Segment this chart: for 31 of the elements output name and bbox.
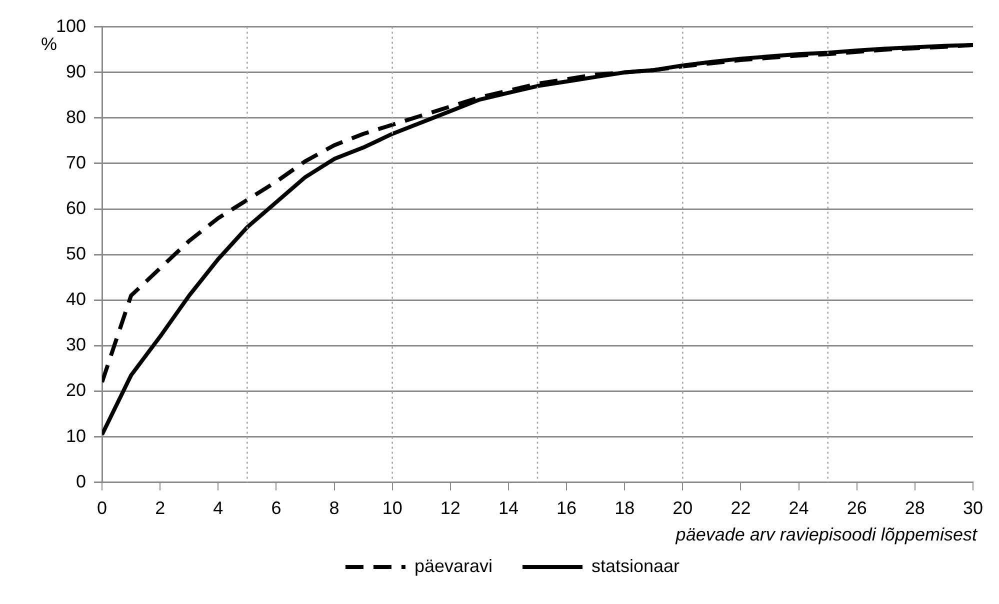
x-tick-label: 8 <box>329 498 340 518</box>
y-axis-title: % <box>41 34 58 54</box>
x-tick-label: 10 <box>382 498 402 518</box>
y-tick-label: 40 <box>66 289 86 310</box>
x-tick-label: 14 <box>498 498 518 518</box>
x-tick-label: 18 <box>614 498 635 518</box>
y-tick-label: 30 <box>66 334 86 355</box>
y-tick-label: 70 <box>66 152 86 172</box>
y-tick-label: 100 <box>56 16 86 36</box>
x-tick-label: 28 <box>904 498 925 518</box>
y-tick-label: 50 <box>66 244 86 264</box>
y-tick-label: 10 <box>66 426 86 446</box>
y-tick-label: 0 <box>76 471 86 492</box>
legend-label: päevaravi <box>414 556 492 576</box>
y-tick-label: 90 <box>66 61 86 82</box>
x-tick-label: 24 <box>788 498 809 518</box>
y-tick-label: 60 <box>66 198 86 218</box>
x-tick-label: 6 <box>271 498 282 518</box>
x-axis-title: päevade arv raviepisoodi lõppemisest <box>674 524 978 544</box>
x-tick-label: 4 <box>213 498 224 518</box>
legend-label: statsionaar <box>592 556 680 576</box>
x-tick-label: 2 <box>155 498 166 518</box>
x-tick-label: 0 <box>97 498 108 518</box>
x-tick-label: 30 <box>962 498 984 518</box>
x-tick-label: 12 <box>440 498 460 518</box>
x-tick-label: 26 <box>846 498 867 518</box>
x-tick-label: 20 <box>672 498 693 518</box>
y-tick-label: 20 <box>66 380 86 400</box>
y-tick-label: 80 <box>66 106 86 127</box>
x-tick-label: 22 <box>730 498 751 518</box>
x-tick-label: 16 <box>556 498 577 518</box>
